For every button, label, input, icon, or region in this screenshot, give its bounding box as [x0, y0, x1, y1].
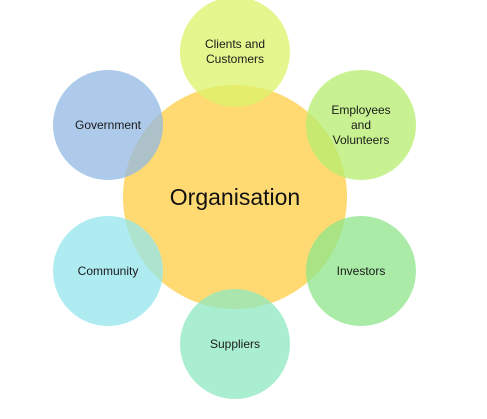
circle-community — [53, 216, 163, 326]
circle-suppliers — [180, 289, 290, 399]
circle-government — [53, 70, 163, 180]
circle-clients-and-customers — [180, 0, 290, 107]
circle-employees-and-volunteers — [306, 70, 416, 180]
center-circle — [123, 85, 347, 309]
circle-investors — [306, 216, 416, 326]
